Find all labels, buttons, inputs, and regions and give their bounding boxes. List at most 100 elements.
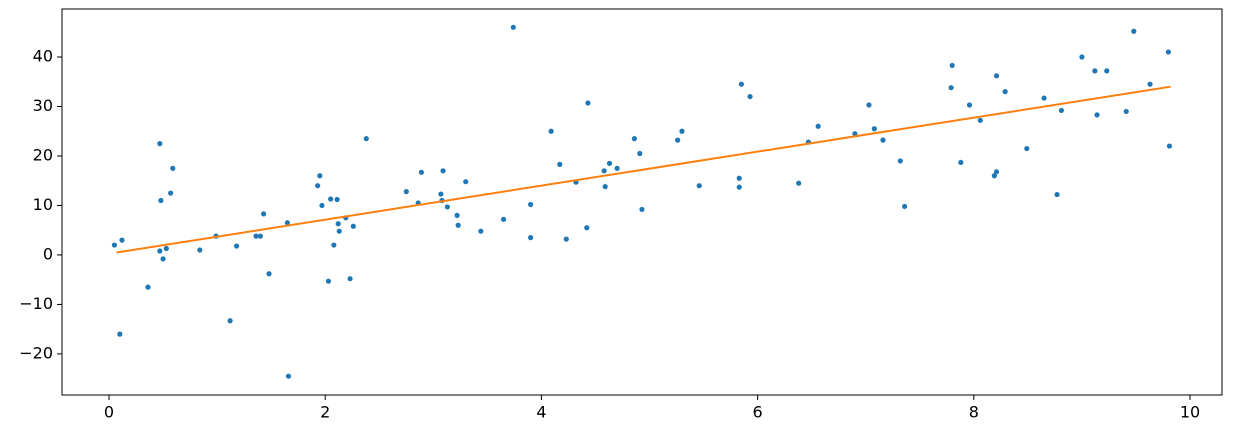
point xyxy=(679,128,685,134)
point xyxy=(160,256,166,262)
point xyxy=(1147,81,1153,87)
point xyxy=(557,161,563,167)
point xyxy=(1041,95,1047,101)
point xyxy=(350,223,356,229)
point xyxy=(584,225,590,231)
y-tick-label: 30 xyxy=(33,96,53,115)
point xyxy=(1131,28,1137,34)
point xyxy=(168,190,174,196)
point xyxy=(111,242,118,248)
point xyxy=(528,235,534,241)
point xyxy=(119,237,125,243)
point xyxy=(1165,49,1171,55)
point xyxy=(902,203,908,210)
point xyxy=(157,248,163,254)
point xyxy=(331,242,337,248)
point xyxy=(736,184,742,190)
point xyxy=(631,136,637,142)
point xyxy=(440,168,446,174)
y-tick-label: −20 xyxy=(19,343,53,362)
y-tick-label: 40 xyxy=(33,47,53,66)
point xyxy=(747,93,753,100)
point xyxy=(319,202,325,209)
x-tick-label: 0 xyxy=(104,403,114,422)
point xyxy=(601,168,607,174)
point xyxy=(1024,145,1030,152)
point xyxy=(736,175,742,181)
point xyxy=(1002,89,1008,95)
point xyxy=(328,196,334,202)
y-tick-label: −10 xyxy=(19,294,53,313)
point xyxy=(403,189,409,195)
point xyxy=(158,197,164,204)
point xyxy=(548,128,554,134)
point xyxy=(880,137,886,143)
point xyxy=(347,276,353,282)
point xyxy=(606,160,613,166)
point xyxy=(197,247,203,253)
point xyxy=(117,331,123,337)
point xyxy=(738,81,744,87)
point xyxy=(815,123,821,129)
point xyxy=(334,196,340,203)
x-tick-label: 4 xyxy=(536,403,546,422)
x-tick-label: 2 xyxy=(320,403,330,422)
point xyxy=(1079,54,1085,60)
point xyxy=(336,228,342,234)
point xyxy=(500,216,507,222)
point xyxy=(227,318,233,324)
point xyxy=(993,169,1000,175)
point xyxy=(233,243,240,249)
point xyxy=(1166,143,1173,149)
point xyxy=(455,222,461,228)
point xyxy=(478,228,484,234)
point xyxy=(363,136,369,142)
point xyxy=(145,284,151,290)
point xyxy=(991,173,997,179)
point xyxy=(528,201,534,208)
point xyxy=(285,373,292,379)
point xyxy=(463,179,469,185)
point xyxy=(418,169,425,175)
point xyxy=(563,236,569,242)
point xyxy=(796,180,802,186)
point xyxy=(438,191,444,197)
point xyxy=(1123,108,1129,115)
point xyxy=(585,100,591,106)
point xyxy=(696,183,702,189)
point xyxy=(948,85,954,91)
point xyxy=(639,206,645,213)
point xyxy=(977,117,983,123)
point xyxy=(958,159,964,166)
point xyxy=(949,62,955,69)
point xyxy=(335,221,341,227)
x-tick-label: 6 xyxy=(753,403,763,422)
point xyxy=(317,173,323,179)
plot-frame xyxy=(61,8,1223,396)
point xyxy=(602,184,608,190)
y-tick-label: 0 xyxy=(43,244,53,263)
point xyxy=(253,233,259,239)
point xyxy=(1104,68,1110,74)
point xyxy=(261,211,267,217)
point xyxy=(1094,112,1100,118)
point xyxy=(170,165,176,171)
point xyxy=(510,24,516,30)
y-tick-label: 10 xyxy=(33,195,53,214)
point xyxy=(637,150,643,157)
point xyxy=(897,158,903,164)
point xyxy=(1092,68,1098,74)
point xyxy=(1058,107,1064,114)
point xyxy=(257,233,263,239)
point xyxy=(993,73,1000,79)
point xyxy=(866,102,872,108)
point xyxy=(284,220,290,226)
x-tick-label: 8 xyxy=(969,403,979,422)
point xyxy=(614,165,620,171)
point xyxy=(966,102,973,108)
fit-line xyxy=(116,85,1171,254)
point xyxy=(163,245,169,252)
point xyxy=(1054,191,1060,198)
x-tick-label: 10 xyxy=(1180,403,1200,422)
